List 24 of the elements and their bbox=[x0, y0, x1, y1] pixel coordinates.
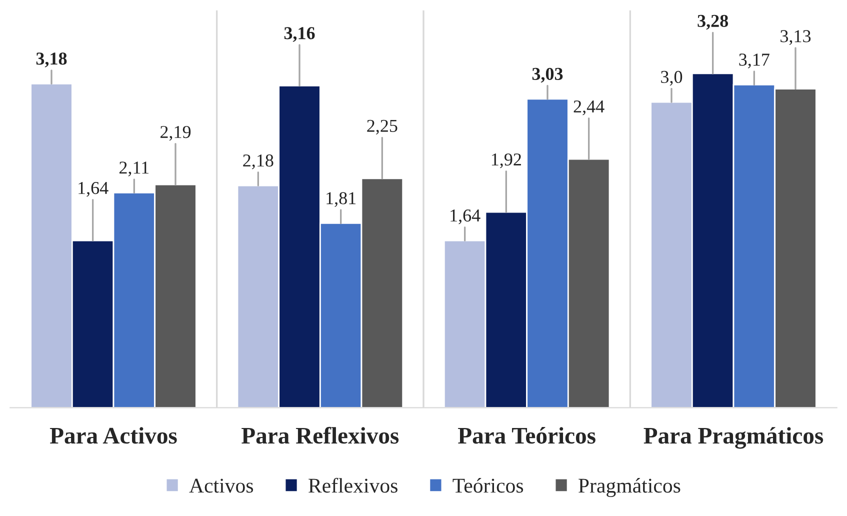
data-label: 3,17 bbox=[739, 54, 770, 68]
legend-label: Teóricos bbox=[452, 478, 524, 493]
data-label: 2,19 bbox=[160, 126, 191, 141]
data-label: 2,18 bbox=[243, 154, 274, 170]
data-label: 2,25 bbox=[367, 120, 398, 135]
data-label: 1,64 bbox=[450, 209, 480, 224]
data-label: 1,81 bbox=[326, 192, 356, 207]
data-label: 2,44 bbox=[574, 100, 604, 116]
x-tick-label: Para Teóricos bbox=[458, 427, 596, 444]
x-tick-label: Para Reflexivos bbox=[242, 426, 399, 444]
x-tick-label: Para Activos bbox=[50, 427, 177, 444]
data-label: 3,28 bbox=[698, 14, 728, 30]
legend-label: Pragmáticos bbox=[578, 478, 680, 498]
data-label: 1,92 bbox=[492, 153, 521, 168]
data-label: 3,13 bbox=[780, 30, 811, 45]
data-label: 3,18 bbox=[36, 52, 67, 68]
data-label: 1,64 bbox=[78, 182, 108, 197]
data-label: 3,0 bbox=[661, 70, 682, 86]
legend-label: Reflexivos bbox=[308, 478, 398, 493]
x-tick-label: Para Pragmáticos bbox=[644, 427, 824, 449]
data-label: 2,11 bbox=[119, 162, 149, 176]
legend-label: Activos bbox=[189, 478, 254, 493]
data-label: 3,03 bbox=[532, 68, 563, 83]
data-label: 3,16 bbox=[284, 27, 315, 42]
